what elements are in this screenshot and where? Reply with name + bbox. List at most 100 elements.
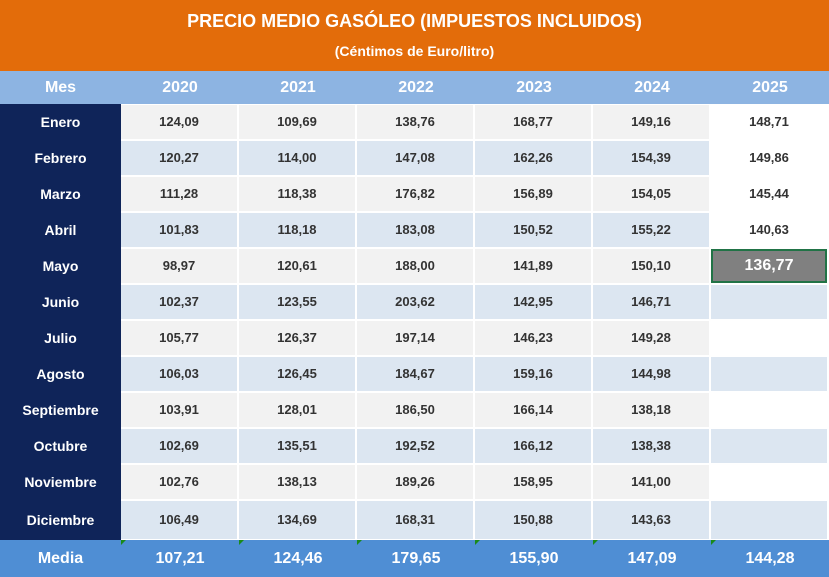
value-cell[interactable]: 118,38	[239, 177, 355, 211]
average-label[interactable]: Media	[37, 550, 84, 567]
value-cell[interactable]: 106,03	[121, 357, 237, 391]
value-cell[interactable]: 149,16	[593, 105, 709, 139]
value-cell[interactable]: 120,61	[239, 249, 355, 283]
header-year[interactable]: 2024	[634, 79, 670, 96]
value-cell[interactable]: 166,12	[475, 429, 591, 463]
value-cell[interactable]: 154,39	[593, 141, 709, 175]
value-cell[interactable]: 168,31	[357, 501, 473, 539]
value-cell[interactable]: 162,26	[475, 141, 591, 175]
value-cell[interactable]: 140,63	[711, 213, 827, 247]
header-year[interactable]: 2020	[162, 79, 198, 96]
value-cell[interactable]: 105,77	[121, 321, 237, 355]
value-cell[interactable]: 126,45	[239, 357, 355, 391]
value-cell[interactable]: 150,88	[475, 501, 591, 539]
value-cell[interactable]: 166,14	[475, 393, 591, 427]
value-cell[interactable]: 102,69	[121, 429, 237, 463]
value-cell[interactable]: 102,76	[121, 465, 237, 499]
value-cell[interactable]: 154,05	[593, 177, 709, 211]
average-cell[interactable]: 179,65	[391, 550, 441, 567]
header-year[interactable]: 2021	[280, 79, 316, 96]
header-year[interactable]: 2025	[752, 79, 788, 96]
month-label[interactable]: Junio	[0, 284, 121, 320]
month-label[interactable]: Diciembre	[0, 500, 121, 540]
value-cell[interactable]: 109,69	[239, 105, 355, 139]
value-cell[interactable]: 142,95	[475, 285, 591, 319]
header-month-label[interactable]: Mes	[44, 79, 77, 96]
value-cell[interactable]: 186,50	[357, 393, 473, 427]
value-cell[interactable]: 203,62	[357, 285, 473, 319]
formula-warning-marker	[593, 540, 598, 545]
value-cell[interactable]: 141,89	[475, 249, 591, 283]
value-cell[interactable]: 168,77	[475, 105, 591, 139]
average-cell[interactable]: 144,28	[745, 550, 795, 567]
value-cell[interactable]: 106,49	[121, 501, 237, 539]
value-cell[interactable]: 103,91	[121, 393, 237, 427]
value-cell[interactable]: 128,01	[239, 393, 355, 427]
value-cell[interactable]: 159,16	[475, 357, 591, 391]
value-cell[interactable]: 189,26	[357, 465, 473, 499]
value-cell[interactable]: 138,13	[239, 465, 355, 499]
value-cell[interactable]: 150,52	[475, 213, 591, 247]
value-cell[interactable]: 124,09	[121, 105, 237, 139]
value-cell[interactable]: 102,37	[121, 285, 237, 319]
value-cell[interactable]: 146,23	[475, 321, 591, 355]
month-label[interactable]: Enero	[0, 104, 121, 140]
value-cell[interactable]: 197,14	[357, 321, 473, 355]
month-label[interactable]: Septiembre	[0, 392, 121, 428]
average-cell[interactable]: 124,46	[273, 550, 323, 567]
value-cell[interactable]: 188,00	[357, 249, 473, 283]
value-cell[interactable]: 101,83	[121, 213, 237, 247]
value-cell[interactable]	[711, 357, 827, 391]
month-label[interactable]: Abril	[0, 212, 121, 248]
month-label[interactable]: Mayo	[0, 248, 121, 284]
value-cell[interactable]: 149,28	[593, 321, 709, 355]
value-cell[interactable]: 138,76	[357, 105, 473, 139]
value-cell[interactable]	[711, 465, 827, 499]
value-cell[interactable]: 155,22	[593, 213, 709, 247]
value-cell[interactable]: 126,37	[239, 321, 355, 355]
value-cell[interactable]: 145,44	[711, 177, 827, 211]
month-label[interactable]: Febrero	[0, 140, 121, 176]
value-cell[interactable]: 149,86	[711, 141, 827, 175]
value-cell[interactable]: 176,82	[357, 177, 473, 211]
month-label[interactable]: Octubre	[0, 428, 121, 464]
value-cell[interactable]: 183,08	[357, 213, 473, 247]
value-cell[interactable]: 147,08	[357, 141, 473, 175]
value-cell[interactable]: 158,95	[475, 465, 591, 499]
value-cell[interactable]: 156,89	[475, 177, 591, 211]
value-cell[interactable]: 118,18	[239, 213, 355, 247]
value-cell[interactable]	[711, 321, 827, 355]
month-label[interactable]: Noviembre	[0, 464, 121, 500]
value-cell[interactable]: 144,98	[593, 357, 709, 391]
value-cell[interactable]: 134,69	[239, 501, 355, 539]
header-year[interactable]: 2023	[516, 79, 552, 96]
value-cell[interactable]	[711, 393, 827, 427]
value-cell[interactable]: 98,97	[121, 249, 237, 283]
value-cell[interactable]: 111,28	[121, 177, 237, 211]
value-cell[interactable]: 123,55	[239, 285, 355, 319]
value-cell[interactable]: 138,18	[593, 393, 709, 427]
value-cell[interactable]: 146,71	[593, 285, 709, 319]
value-cell[interactable]: 138,38	[593, 429, 709, 463]
table-title: PRECIO MEDIO GASÓLEO (IMPUESTOS INCLUIDO…	[187, 11, 642, 31]
value-cell[interactable]: 120,27	[121, 141, 237, 175]
header-year[interactable]: 2022	[398, 79, 434, 96]
value-cell[interactable]: 184,67	[357, 357, 473, 391]
value-cell[interactable]	[711, 285, 827, 319]
value-cell[interactable]: 150,10	[593, 249, 709, 283]
average-cell[interactable]: 147,09	[627, 550, 677, 567]
month-label[interactable]: Marzo	[0, 176, 121, 212]
value-cell[interactable]: 114,00	[239, 141, 355, 175]
average-cell[interactable]: 107,21	[155, 550, 205, 567]
month-label[interactable]: Agosto	[0, 356, 121, 392]
value-cell[interactable]: 143,63	[593, 501, 709, 539]
value-cell[interactable]: 135,51	[239, 429, 355, 463]
value-cell[interactable]: 141,00	[593, 465, 709, 499]
average-cell[interactable]: 155,90	[509, 550, 559, 567]
value-cell[interactable]	[711, 429, 827, 463]
value-cell[interactable]	[711, 501, 827, 539]
selected-cell[interactable]: 136,77	[711, 249, 827, 283]
value-cell[interactable]: 192,52	[357, 429, 473, 463]
month-label[interactable]: Julio	[0, 320, 121, 356]
value-cell[interactable]: 148,71	[711, 105, 827, 139]
